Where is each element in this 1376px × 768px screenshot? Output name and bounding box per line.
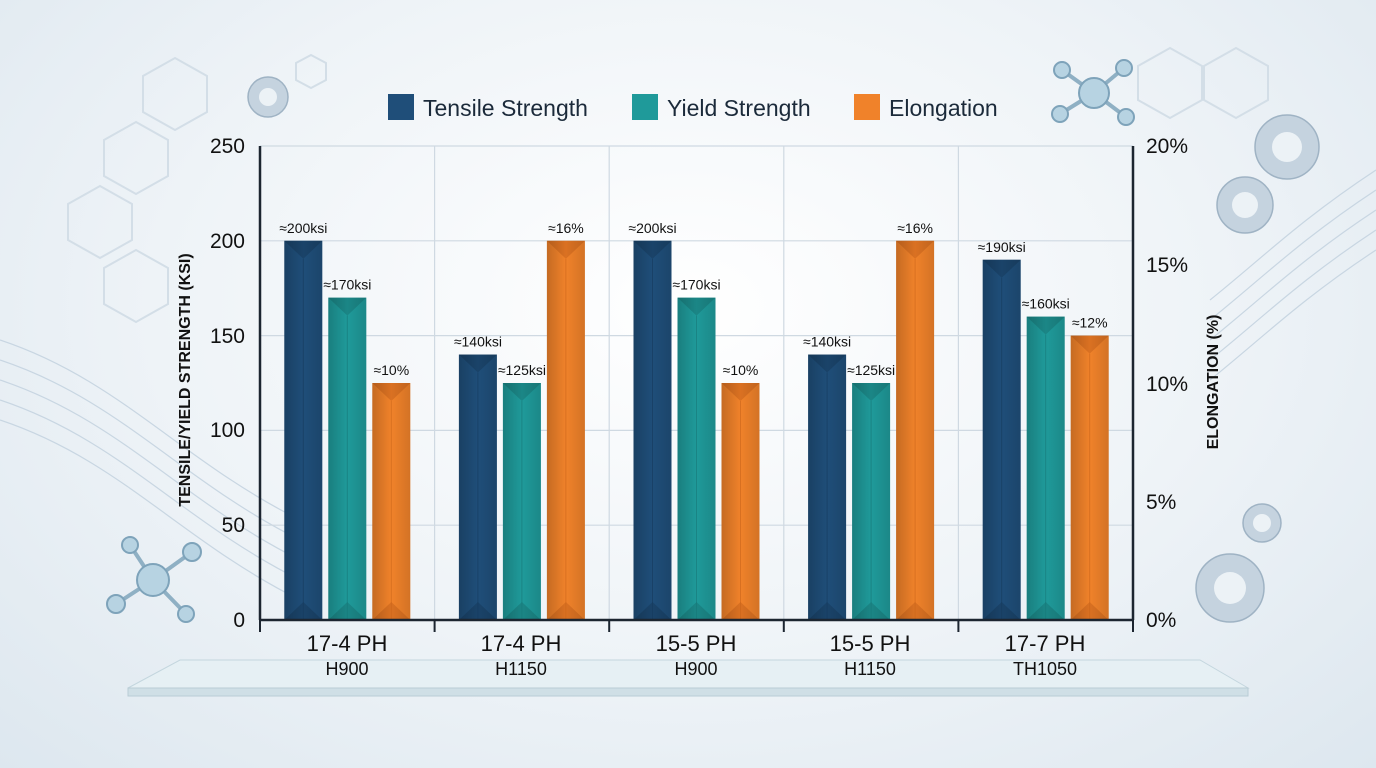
bar[interactable] xyxy=(808,354,847,620)
legend-swatch xyxy=(388,94,414,120)
bar[interactable] xyxy=(458,354,497,620)
bar[interactable] xyxy=(721,383,760,620)
bar[interactable] xyxy=(1026,316,1065,620)
bar[interactable] xyxy=(328,297,367,620)
data-label: ≈16% xyxy=(548,220,584,236)
data-label: ≈190ksi xyxy=(978,239,1026,255)
bar-shading xyxy=(808,354,847,620)
y2-axis-title: ELONGATION (%) xyxy=(1205,315,1222,450)
y-tick-label: 50 xyxy=(222,514,245,537)
data-label: ≈170ksi xyxy=(672,277,720,293)
category-label: 17-4 PH xyxy=(481,631,562,656)
y-tick-label: 200 xyxy=(210,230,245,253)
bar[interactable] xyxy=(546,240,585,621)
legend-item[interactable]: Tensile Strength xyxy=(388,94,588,121)
bar-shading xyxy=(896,240,935,621)
bar-shading xyxy=(458,354,497,620)
category-sublabel: H900 xyxy=(674,659,717,679)
bar-shading xyxy=(284,240,323,621)
bar-shading xyxy=(982,259,1021,620)
legend-swatch xyxy=(854,94,880,120)
y-axis-title: TENSILE/YIELD STRENGTH (KSI) xyxy=(177,253,194,506)
bar[interactable] xyxy=(896,240,935,621)
data-label: ≈125ksi xyxy=(498,362,546,378)
y-axis-left-ticks: 0 50 100 150 200 250 xyxy=(210,135,245,632)
y-tick-label: 0 xyxy=(233,609,245,632)
y-axis-right-ticks: 0% 5% 10% 15% 20% xyxy=(1146,135,1188,632)
bar[interactable] xyxy=(982,259,1021,620)
bar-shading xyxy=(633,240,672,621)
data-labels: ≈200ksi ≈170ksi ≈10% ≈140ksi ≈125ksi ≈16% ≈200… xyxy=(279,220,1107,378)
data-label: ≈10% xyxy=(723,362,759,378)
legend-swatch xyxy=(632,94,658,120)
bar-shading xyxy=(372,383,411,620)
bar-shading xyxy=(677,297,716,620)
bar[interactable] xyxy=(502,383,541,620)
category-label: 15-5 PH xyxy=(656,631,737,656)
data-label: ≈125ksi xyxy=(847,362,895,378)
category-label: 15-5 PH xyxy=(830,631,911,656)
bar[interactable] xyxy=(284,240,323,621)
legend-label: Tensile Strength xyxy=(423,95,588,121)
data-label: ≈140ksi xyxy=(454,334,502,350)
legend-label: Yield Strength xyxy=(667,95,811,121)
data-label: ≈12% xyxy=(1072,315,1108,331)
y-tick-label: 250 xyxy=(210,135,245,158)
x-axis-labels: 17-4 PH H900 17-4 PH H1150 15-5 PH H900 … xyxy=(307,631,1086,679)
bar[interactable] xyxy=(633,240,672,621)
legend-label: Elongation xyxy=(889,95,998,121)
legend-item[interactable]: Yield Strength xyxy=(632,94,811,121)
bar[interactable] xyxy=(677,297,716,620)
bars xyxy=(284,240,1109,621)
data-label: ≈200ksi xyxy=(628,220,676,236)
category-sublabel: H900 xyxy=(325,659,368,679)
y2-tick-label: 5% xyxy=(1146,491,1176,514)
data-label: ≈170ksi xyxy=(323,277,371,293)
data-label: ≈160ksi xyxy=(1022,296,1070,312)
axes xyxy=(258,146,1135,632)
data-label: ≈10% xyxy=(373,362,409,378)
legend-item[interactable]: Elongation xyxy=(854,94,998,121)
category-label: 17-7 PH xyxy=(1005,631,1086,656)
bar-shading xyxy=(1026,316,1065,620)
category-sublabel: H1150 xyxy=(844,659,896,679)
bar-shading xyxy=(328,297,367,620)
category-label: 17-4 PH xyxy=(307,631,388,656)
category-sublabel: TH1050 xyxy=(1013,659,1077,679)
bar-shading xyxy=(502,383,541,620)
legend: Tensile Strength Yield Strength Elongati… xyxy=(388,94,998,121)
bar-shading xyxy=(721,383,760,620)
y2-tick-label: 0% xyxy=(1146,609,1176,632)
bar[interactable] xyxy=(372,383,411,620)
bar[interactable] xyxy=(1070,335,1109,620)
y2-tick-label: 15% xyxy=(1146,254,1188,277)
bar-shading xyxy=(546,240,585,621)
bar-shading xyxy=(852,383,891,620)
y-tick-label: 100 xyxy=(210,419,245,442)
data-label: ≈16% xyxy=(897,220,933,236)
data-label: ≈140ksi xyxy=(803,334,851,350)
bar-shading xyxy=(1070,335,1109,620)
category-sublabel: H1150 xyxy=(495,659,547,679)
y2-tick-label: 20% xyxy=(1146,135,1188,158)
data-label: ≈200ksi xyxy=(279,220,327,236)
y2-tick-label: 10% xyxy=(1146,373,1188,396)
y-tick-label: 150 xyxy=(210,325,245,348)
bar[interactable] xyxy=(852,383,891,620)
